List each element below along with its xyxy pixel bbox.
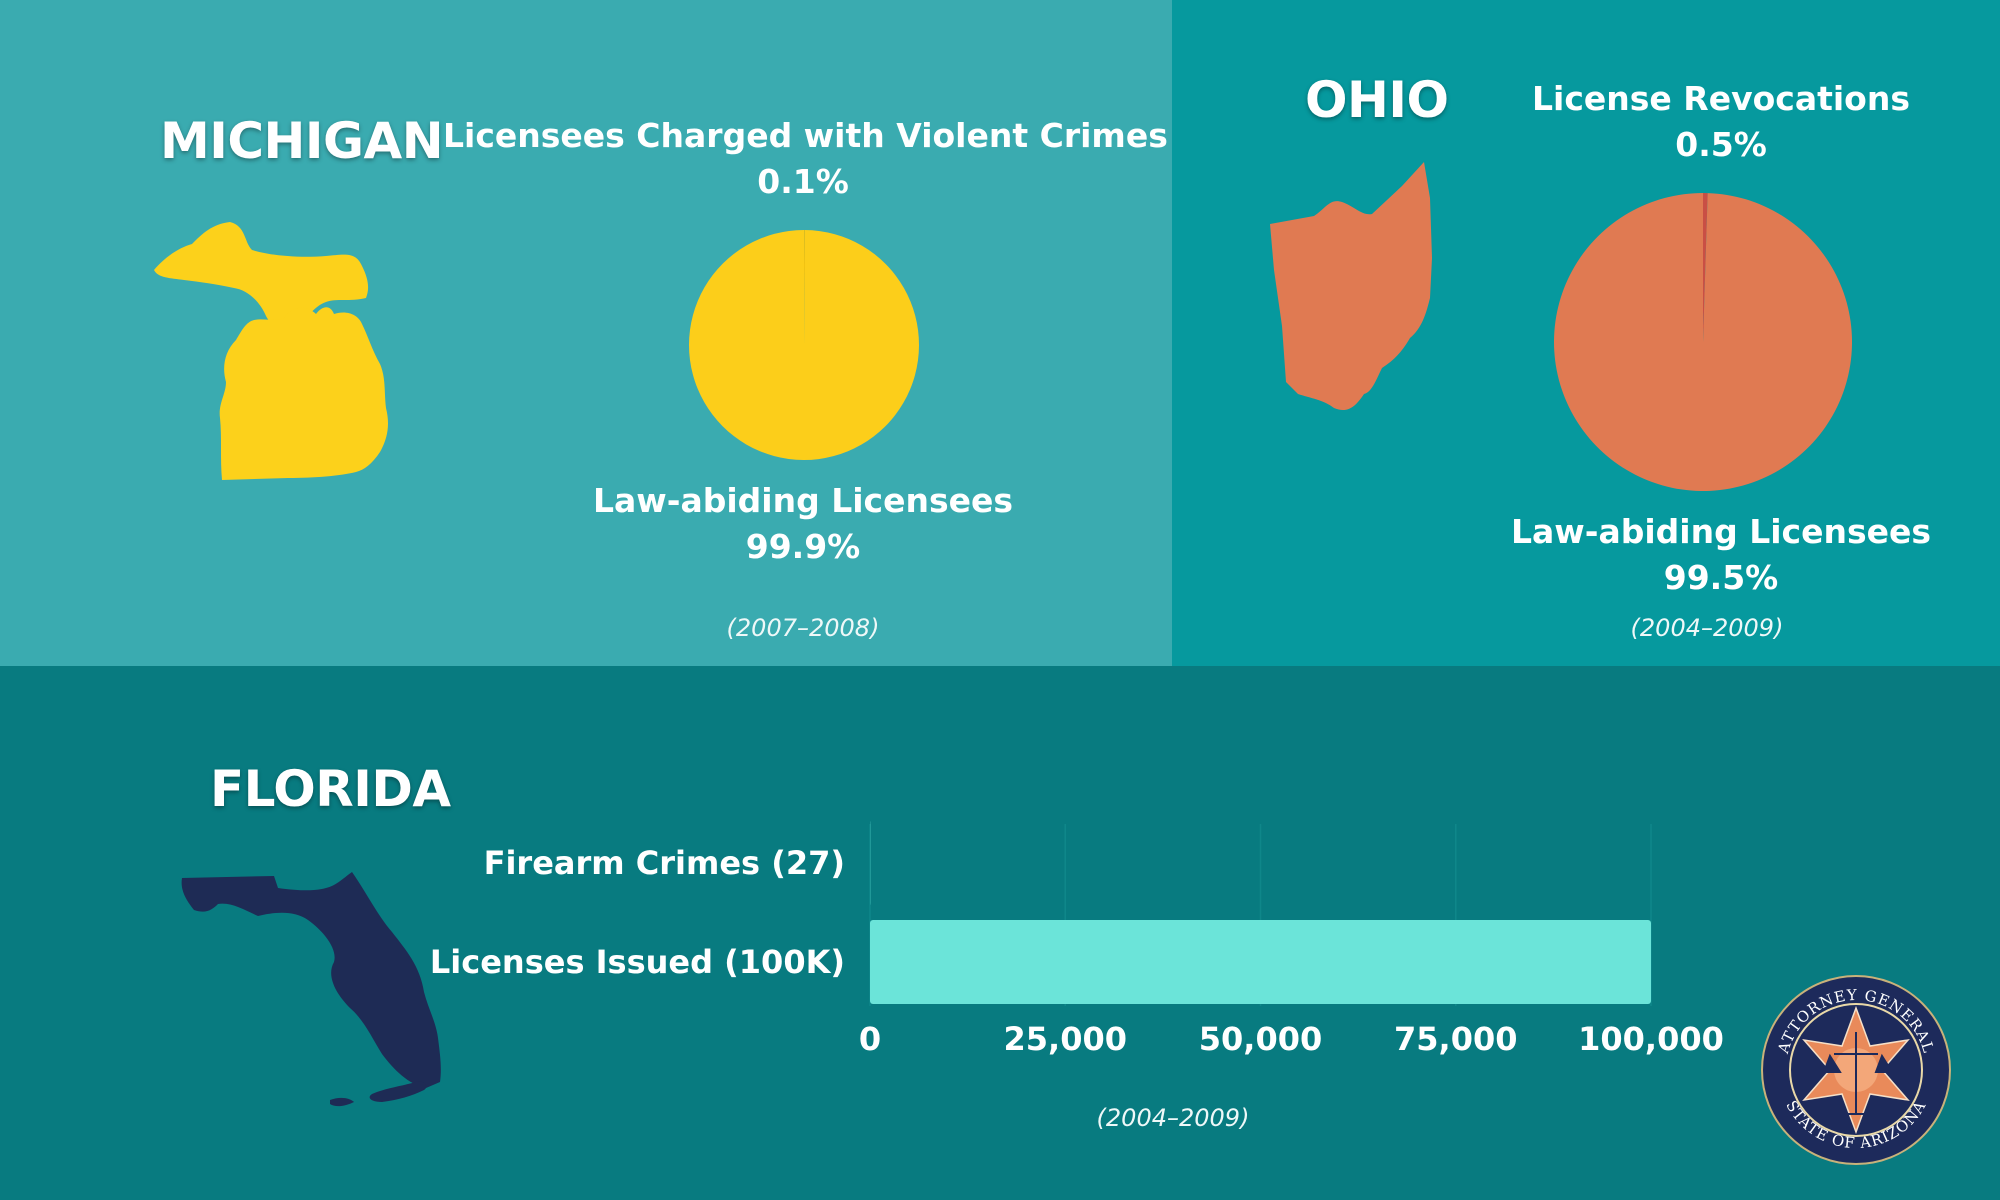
ohio-shape [1270,162,1432,411]
florida-bar-chart: 0 25,000 50,000 75,000 100,000 Firearm Crimes… [430,821,1724,1058]
x-tick-label: 100,000 [1578,1020,1724,1058]
michigan-major-label-block: Law-abiding Licensees 99.9% [443,478,1163,570]
michigan-panel: MICHIGAN Licensees Charged with Violent … [0,0,1172,666]
x-tick-label: 50,000 [1199,1020,1322,1058]
ohio-panel: OHIO License Revocations 0.5% Law-abidin… [1172,0,2000,666]
ohio-major-label: Law-abiding Licensees [1510,512,1932,551]
bar-category-label: Firearm Crimes (27) [484,844,845,882]
x-tick-label: 75,000 [1394,1020,1517,1058]
bar [870,920,1651,1004]
attorney-general-seal: ATTORNEY GENERAL STATE OF ARIZONA [1761,975,1951,1165]
x-tick-label: 25,000 [1004,1020,1127,1058]
scales-icon [1822,1032,1894,1115]
pie-slice-1 [689,230,919,460]
michigan-period: (2007–2008) [726,614,880,642]
ohio-pie-chart [1554,193,1852,492]
ohio-period: (2004–2009) [1630,614,1784,642]
pie-slice-0 [1703,193,1708,342]
michigan-major-pct: 99.9% [745,527,861,566]
ohio-major-pct: 99.5% [1663,558,1779,597]
ohio-title: OHIO [1305,71,1449,129]
michigan-pie-chart [689,230,919,460]
ohio-minor-label: License Revocations [1532,79,1910,118]
florida-title: FLORIDA [210,760,451,818]
michigan-minor-label: Licensees Charged with Violent Crimes [443,116,1168,155]
michigan-shape [154,222,388,480]
florida-shape [181,872,441,1107]
michigan-title: MICHIGAN [160,112,444,170]
ohio-major-label-block: Law-abiding Licensees 99.5% [1446,509,1996,601]
michigan-lower-peninsula [219,307,388,480]
michigan-minor-pct: 0.1% [757,162,849,201]
ohio-minor-label-block: License Revocations 0.5% [1446,76,1996,168]
michigan-major-label: Law-abiding Licensees [592,481,1014,520]
florida-panel: FLORIDA 0 25,000 50,000 75,000 100,000 Firear… [0,666,2000,1200]
bar-category-label: Licenses Issued (100K) [430,943,845,981]
michigan-minor-label-block: Licensees Charged with Violent Crimes 0.… [443,113,1168,205]
x-tick-label: 0 [859,1020,881,1058]
michigan-upper-peninsula [154,222,369,328]
ohio-minor-pct: 0.5% [1675,125,1767,164]
pie-slice-1 [1554,193,1852,492]
florida-period: (2004–2009) [1096,1104,1250,1132]
